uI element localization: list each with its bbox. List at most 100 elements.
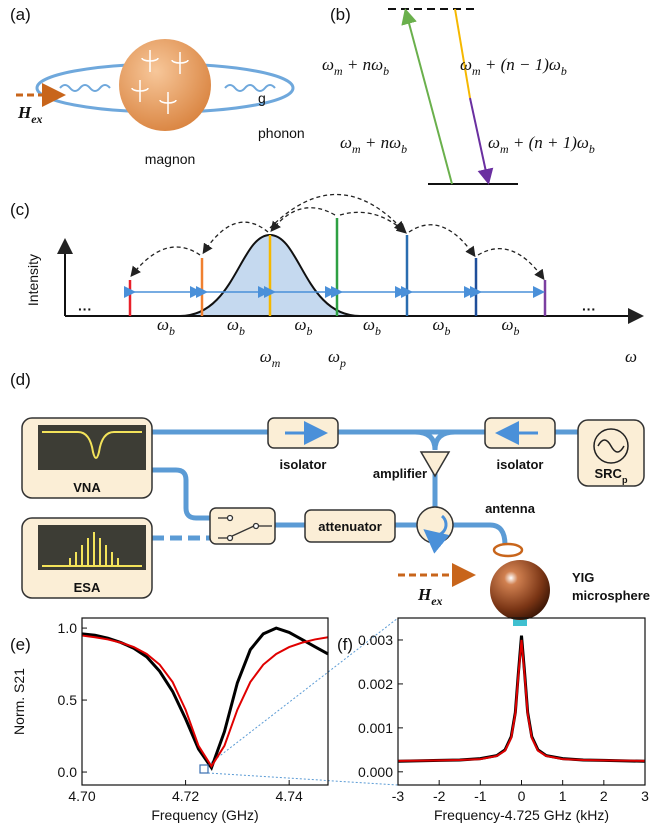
antenna-loop <box>494 544 522 556</box>
text-part: ω <box>460 55 472 74</box>
coupling-label: g <box>258 90 266 106</box>
ellipsis: ··· <box>78 301 92 317</box>
text-part: ω <box>433 315 445 334</box>
text-part: ω <box>157 315 169 334</box>
magnon-mode-label: ωm <box>260 347 281 370</box>
panel-a <box>16 39 293 131</box>
transition-label: ωm + nωb <box>322 55 389 78</box>
x-axis-label: ω <box>625 347 637 366</box>
sample-label: microsphere <box>572 588 650 603</box>
subscript: b <box>514 324 520 338</box>
text-part: ω <box>502 315 514 334</box>
transition-label: ωm + (n + 1)ωb <box>488 133 595 156</box>
y-tick-label: 0.001 <box>358 720 393 736</box>
subscript: b <box>307 324 313 338</box>
text-part: ω <box>260 347 272 366</box>
panel-label: (e) <box>10 635 31 654</box>
x-tick-label: 4.70 <box>68 788 95 804</box>
panel-label: (a) <box>10 5 31 24</box>
x-tick-label: 3 <box>641 788 649 804</box>
esa-screen <box>38 525 146 570</box>
text-part: ω <box>295 315 307 334</box>
x-axis-label: Frequency (GHz) <box>151 807 258 823</box>
spacing-label: ωb <box>363 315 381 338</box>
green-transition <box>406 12 452 184</box>
spacing-label: ωb <box>502 315 520 338</box>
subscript: b <box>239 324 245 338</box>
panel-c <box>65 194 640 316</box>
transition-label: ωm + (n − 1)ωb <box>460 55 567 78</box>
panel-label: (d) <box>10 370 31 389</box>
y-tick-label: 0.002 <box>358 676 393 692</box>
x-tick-label: 4.72 <box>172 788 199 804</box>
panel-label: (f) <box>337 635 353 654</box>
subscript: ex <box>431 594 442 608</box>
y-tick-label: 0.003 <box>358 632 393 648</box>
data-line <box>398 636 645 762</box>
subscript: b <box>169 324 175 338</box>
transition-label: ωm + nωb <box>340 133 407 156</box>
text-part: ω <box>363 315 375 334</box>
subscript: b <box>561 64 567 78</box>
spacing-label: ωb <box>433 315 451 338</box>
pump-mode-label: ωp <box>328 347 346 370</box>
subscript: ex <box>31 112 42 126</box>
subscript: p <box>339 356 346 370</box>
esa-label: ESA <box>74 580 101 595</box>
magnon-label: magnon <box>145 151 196 167</box>
text-part: + (n + 1)ω <box>509 133 589 152</box>
isolator-label: isolator <box>280 457 327 472</box>
x-tick-label: -3 <box>392 788 405 804</box>
amplifier-label: amplifier <box>373 466 427 481</box>
y-axis-label: Intensity <box>25 254 41 306</box>
spacing-label: ωb <box>227 315 245 338</box>
sample-label: YIG <box>572 570 594 585</box>
x-axis-label: Frequency-4.725 GHz (kHz) <box>434 807 609 823</box>
subscript: b <box>383 64 389 78</box>
x-tick-label: -1 <box>474 788 487 804</box>
data-line <box>398 640 645 761</box>
y-tick-label: 0.000 <box>358 764 393 780</box>
text-part: + (n − 1)ω <box>481 55 561 74</box>
x-tick-label: 1 <box>559 788 567 804</box>
panel-b <box>388 9 518 184</box>
text-part: + nω <box>343 55 383 74</box>
yig-sphere <box>490 560 550 620</box>
text-part: ω <box>328 347 340 366</box>
text-part: SRC <box>594 466 622 481</box>
isolator-label: isolator <box>497 457 544 472</box>
spacing-label: ωb <box>295 315 313 338</box>
text-part: H <box>417 585 432 604</box>
data-line <box>82 628 328 768</box>
text-part: ω <box>488 133 500 152</box>
field-label: Hex <box>17 103 43 126</box>
text-part: ω <box>227 315 239 334</box>
y-tick-label: 0.0 <box>58 764 78 780</box>
y-axis-label: Norm. S21 <box>11 668 27 735</box>
circulator <box>417 507 453 543</box>
purple-transition <box>470 98 488 181</box>
magnon-sphere <box>119 39 211 131</box>
y-tick-label: 0.5 <box>58 692 78 708</box>
antenna-label: antenna <box>485 501 536 516</box>
phonon-label: phonon <box>258 125 305 141</box>
field-label: Hex <box>417 585 443 608</box>
panel-label: (c) <box>10 200 30 219</box>
text-part: + nω <box>361 133 401 152</box>
subscript: b <box>445 324 451 338</box>
subscript: p <box>622 475 628 485</box>
ellipsis: ··· <box>582 301 596 317</box>
figure: (a)(b)(c)(d)(e)(f)Hexmagnonphonongωm + n… <box>0 0 652 826</box>
y-tick-label: 1.0 <box>58 620 78 636</box>
vna-label: VNA <box>73 480 101 495</box>
x-tick-label: 2 <box>600 788 608 804</box>
x-tick-label: 0 <box>518 788 526 804</box>
x-tick-label: 4.74 <box>276 788 303 804</box>
x-tick-label: -2 <box>433 788 446 804</box>
subscript: b <box>589 142 595 156</box>
subscript: b <box>401 142 407 156</box>
yellow-transition <box>455 9 470 98</box>
attenuator-label: attenuator <box>318 519 382 534</box>
zoom-box <box>200 765 208 773</box>
text-part: ω <box>340 133 352 152</box>
